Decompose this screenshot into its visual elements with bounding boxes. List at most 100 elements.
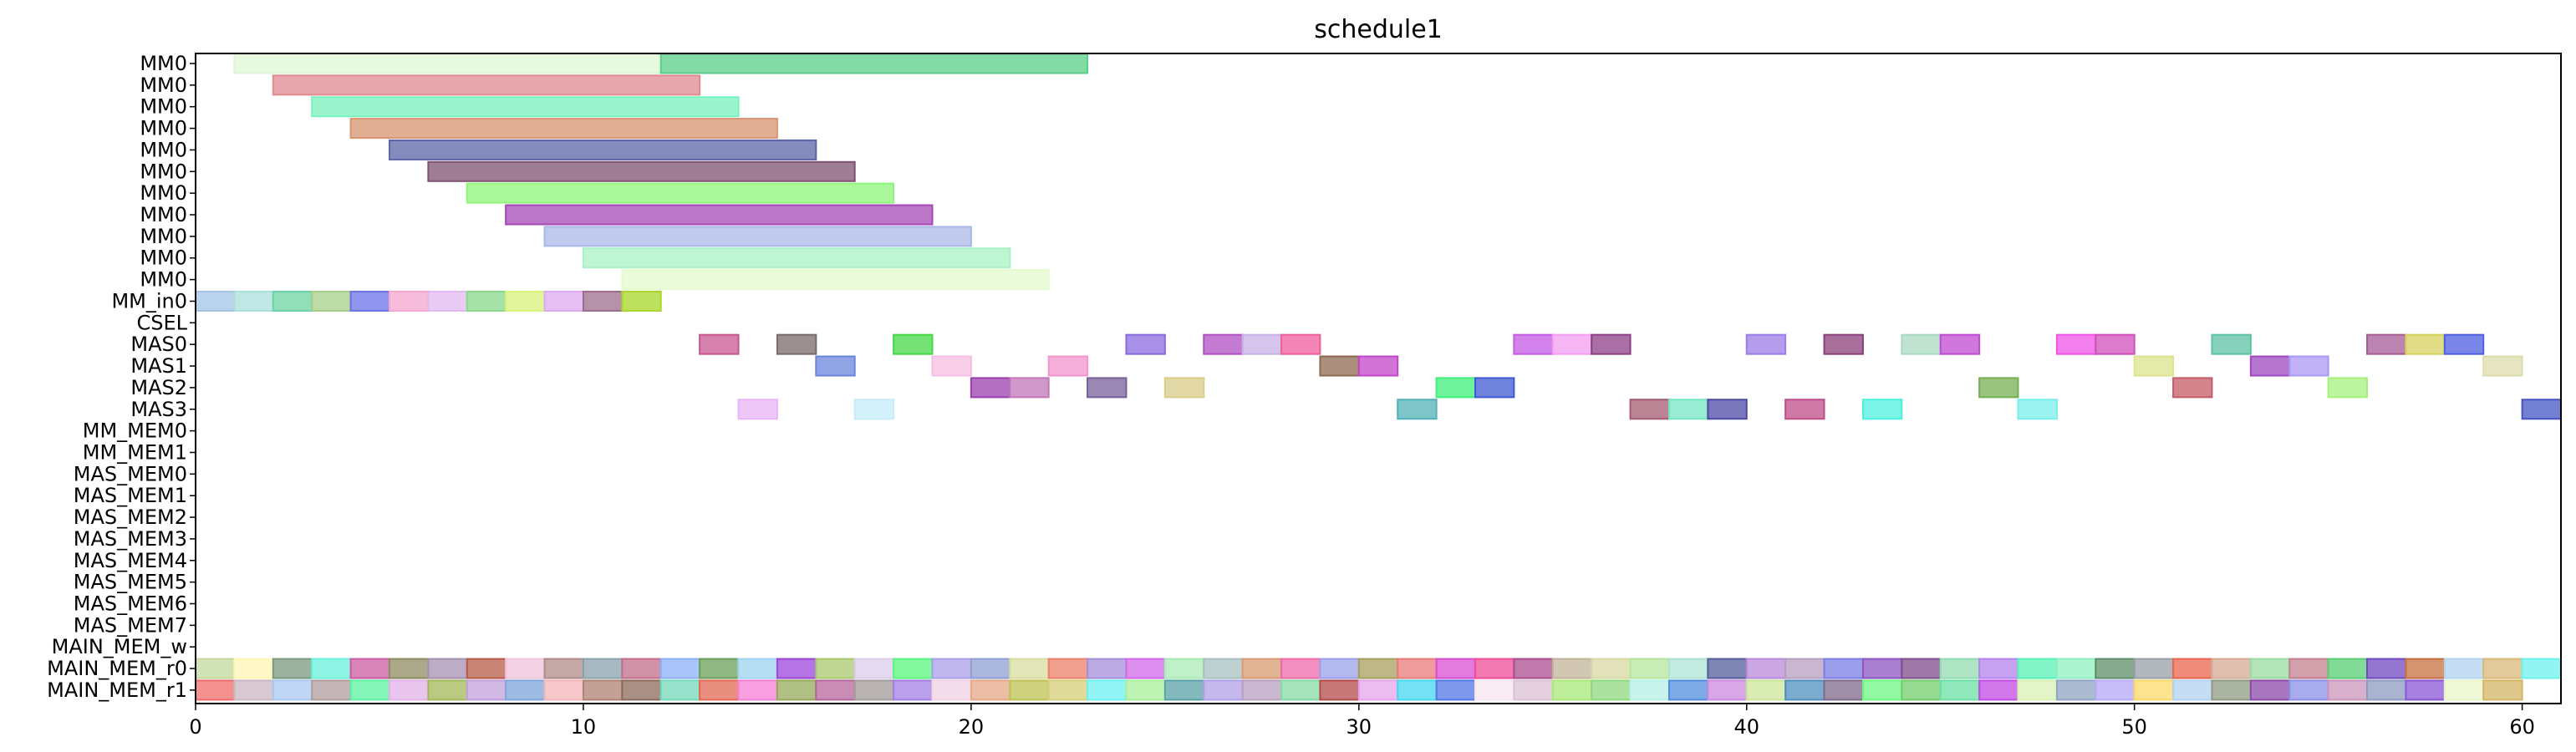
task-bar-110 (1667, 658, 1709, 679)
task-bar-139 (427, 679, 468, 701)
task-bar-7 (466, 182, 895, 204)
task-bar-106 (1513, 658, 1554, 679)
task-bar-40 (2211, 333, 2252, 355)
task-bar-45 (931, 355, 972, 377)
task-bar-103 (1397, 658, 1438, 679)
task-bar-25 (776, 333, 817, 355)
row-label-13: MAS0 (130, 333, 187, 356)
task-bar-47 (1319, 355, 1360, 377)
task-bar-5 (388, 139, 817, 160)
task-bar-53 (970, 377, 1011, 399)
task-bar-160 (1241, 679, 1283, 701)
task-bar-46 (1047, 355, 1089, 377)
row-label-21: MAS_MEM2 (74, 506, 187, 529)
task-bar-35 (1823, 333, 1864, 355)
task-bar-142 (543, 679, 584, 701)
task-bar-3 (311, 96, 740, 118)
task-bar-177 (1901, 679, 1942, 701)
task-bar-84 (659, 658, 701, 679)
task-bar-19 (466, 290, 507, 312)
task-bar-17 (388, 290, 430, 312)
task-bar-152 (931, 679, 972, 701)
task-bar-8 (505, 204, 934, 226)
task-bar-14 (272, 290, 313, 312)
task-bar-184 (2172, 679, 2213, 701)
task-bar-79 (466, 658, 507, 679)
task-bar-187 (2288, 679, 2329, 701)
task-bar-43 (2443, 333, 2485, 355)
x-tick-label-0: 0 (189, 715, 201, 739)
task-bar-98 (1203, 658, 1244, 679)
task-bar-153 (970, 679, 1011, 701)
task-bar-75 (311, 658, 352, 679)
task-bar-36 (1901, 333, 1942, 355)
task-bar-4 (349, 118, 778, 140)
task-bar-20 (505, 290, 546, 312)
task-bar-129 (2405, 658, 2446, 679)
task-bar-27 (1125, 333, 1166, 355)
task-bar-113 (1784, 658, 1825, 679)
task-bar-171 (1667, 679, 1709, 701)
task-bar-123 (2172, 658, 2213, 679)
task-bar-50 (2249, 355, 2291, 377)
task-bar-151 (893, 679, 934, 701)
task-bar-145 (659, 679, 701, 701)
task-bar-18 (427, 290, 468, 312)
task-bar-138 (388, 679, 430, 701)
task-bar-146 (699, 679, 740, 701)
task-bar-178 (1939, 679, 1981, 701)
task-bar-191 (2443, 679, 2485, 701)
task-bar-115 (1861, 658, 1903, 679)
task-bar-159 (1203, 679, 1244, 701)
task-bar-108 (1591, 658, 1632, 679)
row-label-12: CSEL (136, 311, 187, 334)
task-bar-22 (582, 290, 624, 312)
row-label-4: MM0 (140, 138, 187, 161)
task-bar-150 (853, 679, 895, 701)
task-bar-127 (2327, 658, 2369, 679)
task-bar-118 (1978, 658, 2019, 679)
task-bars (195, 53, 2562, 701)
task-bar-165 (1435, 679, 1476, 701)
task-bar-41 (2366, 333, 2407, 355)
task-bar-24 (699, 333, 740, 355)
task-bar-92 (970, 658, 1011, 679)
row-label-8: MM0 (140, 225, 187, 248)
task-bar-94 (1047, 658, 1089, 679)
x-tick-label-6: 60 (2509, 715, 2535, 739)
x-tick-label-1: 10 (571, 715, 597, 739)
task-bar-125 (2249, 658, 2291, 679)
row-label-7: MM0 (140, 203, 187, 226)
task-bar-161 (1280, 679, 1321, 701)
task-bar-61 (2327, 377, 2369, 399)
task-bar-119 (2017, 658, 2058, 679)
task-bar-158 (1163, 679, 1205, 701)
task-bar-156 (1087, 679, 1128, 701)
task-bar-86 (737, 658, 778, 679)
task-bar-133 (195, 679, 236, 701)
task-bar-15 (311, 290, 352, 312)
task-bar-111 (1707, 658, 1748, 679)
task-bar-183 (2133, 679, 2175, 701)
task-bar-126 (2288, 658, 2329, 679)
task-bar-42 (2405, 333, 2446, 355)
task-bar-81 (543, 658, 584, 679)
task-bar-76 (349, 658, 390, 679)
task-bar-166 (1474, 679, 1515, 701)
row-label-24: MAS_MEM5 (74, 571, 187, 594)
row-label-19: MAS_MEM0 (74, 462, 187, 485)
task-bar-121 (2095, 658, 2136, 679)
task-bar-30 (1280, 333, 1321, 355)
row-label-6: MM0 (140, 181, 187, 205)
row-label-9: MM0 (140, 246, 187, 270)
task-bar-131 (2482, 658, 2523, 679)
task-bar-66 (1667, 399, 1709, 420)
task-bar-65 (1629, 399, 1670, 420)
task-bar-73 (233, 658, 274, 679)
task-bar-120 (2055, 658, 2097, 679)
task-bar-136 (311, 679, 352, 701)
row-label-25: MAS_MEM6 (74, 592, 187, 616)
task-bar-116 (1901, 658, 1942, 679)
task-bar-85 (699, 658, 740, 679)
